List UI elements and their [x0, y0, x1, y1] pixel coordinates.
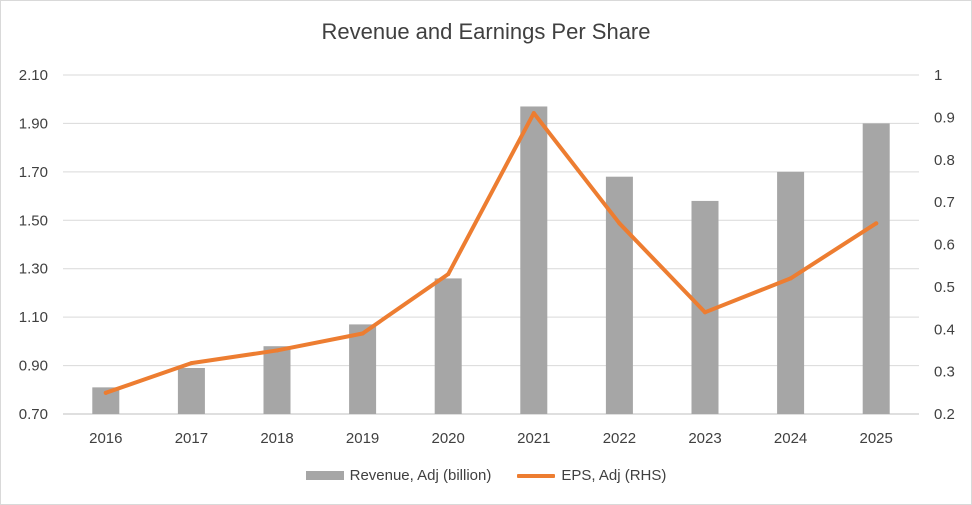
y-right-tick-label: 0.9 [934, 109, 955, 126]
eps-point [703, 310, 707, 315]
eps-point [617, 221, 622, 226]
legend-label-revenue: Revenue, Adj (billion) [349, 467, 492, 484]
x-tick-label: 2018 [260, 430, 293, 447]
revenue-bar [349, 324, 377, 414]
revenue-bar [263, 346, 291, 414]
eps-line [103, 111, 879, 395]
revenue-bar [605, 176, 633, 414]
legend-swatch-eps [517, 473, 556, 478]
x-tick-label: 2023 [688, 430, 721, 447]
y-right-tick-label: 1 [934, 67, 942, 84]
revenue-bar [177, 367, 205, 414]
y-right-tick-label: 0.8 [934, 152, 955, 169]
x-tick-label: 2019 [346, 430, 379, 447]
revenue-bar [434, 278, 462, 414]
y-left-tick-label: 1.50 [19, 212, 48, 229]
chart-title: Revenue and Earnings Per Share [321, 19, 651, 44]
chart-legend: Revenue, Adj (billion) EPS, Adj (RHS) [1, 467, 971, 484]
y-left-tick-label: 1.10 [19, 309, 48, 326]
legend-item-eps: EPS, Adj (RHS) [517, 467, 666, 484]
y-left-tick-label: 2.10 [19, 67, 48, 84]
x-tick-label: 2017 [175, 430, 208, 447]
y-right-tick-label: 0.6 [934, 237, 955, 254]
eps-point [874, 221, 879, 226]
y-right-tick-label: 0.7 [934, 194, 955, 211]
legend-swatch-revenue [305, 471, 344, 480]
eps-point [275, 348, 279, 353]
y-right-tick-label: 0.5 [934, 279, 955, 296]
revenue-bar [777, 171, 805, 414]
legend-label-eps: EPS, Adj (RHS) [561, 467, 667, 484]
x-tick-label: 2024 [774, 430, 807, 447]
y-left-tick-label: 1.90 [19, 115, 48, 132]
eps-point [189, 361, 194, 366]
y-left-tick-label: 0.70 [19, 406, 48, 423]
x-tick-label: 2016 [89, 430, 122, 447]
revenue-bar [520, 106, 548, 414]
legend-item-revenue: Revenue, Adj (billion) [305, 467, 492, 484]
x-tick-label: 2025 [860, 430, 893, 447]
y-left-tick-label: 1.70 [19, 164, 48, 181]
eps-point [103, 390, 108, 395]
y-right-tick-label: 0.3 [934, 364, 955, 381]
y-right-tick-label: 0.2 [934, 406, 955, 423]
eps-point [531, 111, 536, 116]
eps-point [788, 276, 793, 281]
y-right-tick-label: 0.4 [934, 321, 955, 338]
eps-point [446, 272, 451, 277]
revenue-bar [862, 123, 890, 414]
y-left-tick-label: 0.90 [19, 358, 48, 375]
x-tick-label: 2022 [603, 430, 636, 447]
x-tick-label: 2020 [432, 430, 465, 447]
eps-point [360, 331, 365, 336]
y-left-tick-label: 1.30 [19, 261, 48, 278]
x-tick-label: 2021 [517, 430, 550, 447]
